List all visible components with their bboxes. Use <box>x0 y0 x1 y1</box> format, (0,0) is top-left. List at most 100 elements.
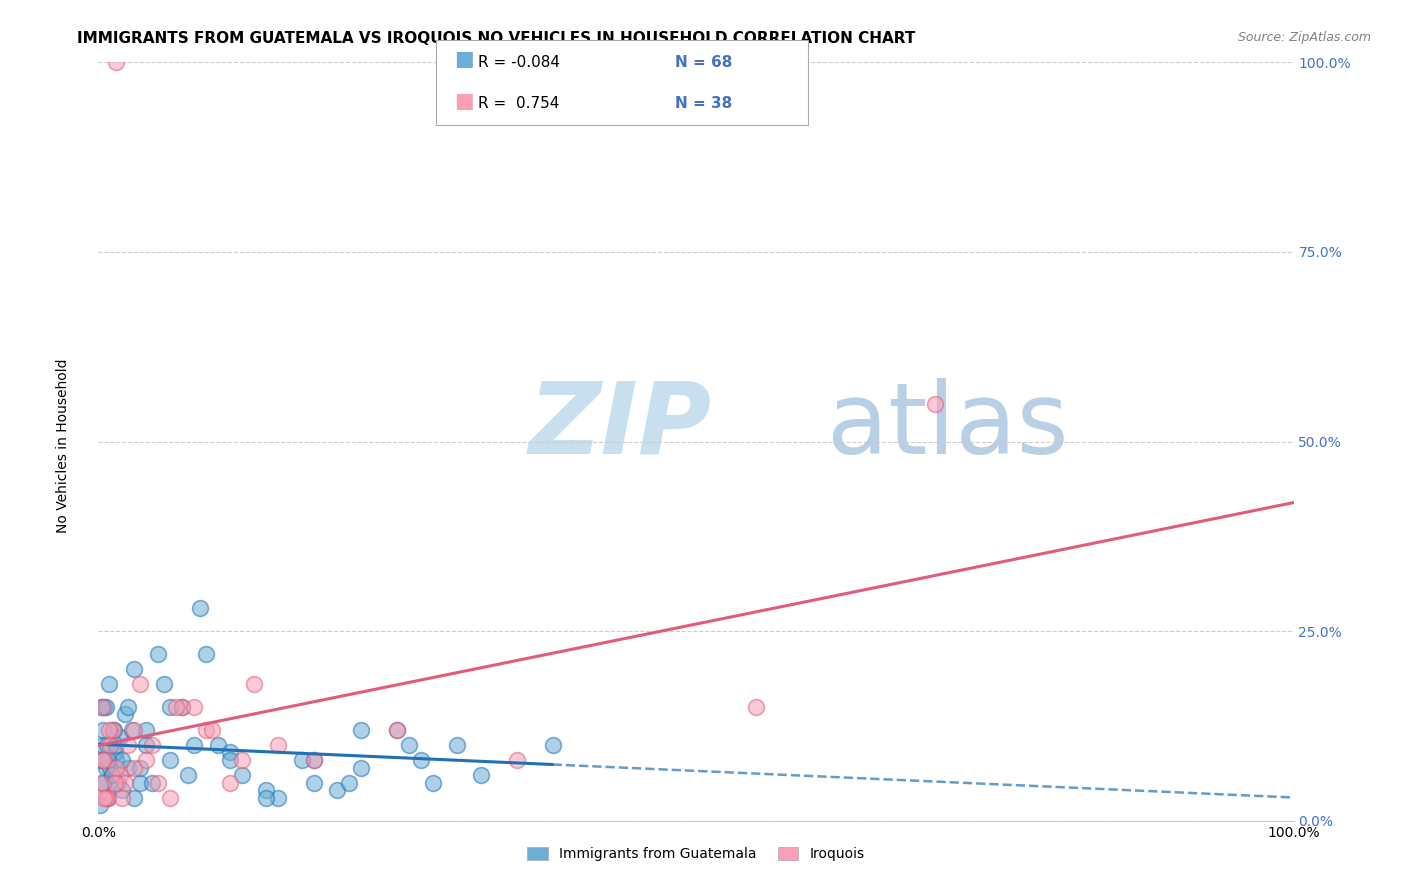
Point <box>117 699 139 714</box>
Point <box>339 776 361 790</box>
Point <box>93 791 115 805</box>
Point <box>104 746 127 760</box>
Point <box>97 791 120 805</box>
Point <box>159 753 181 767</box>
Point <box>135 723 157 737</box>
Point <box>124 760 146 774</box>
Point <box>93 699 115 714</box>
Point <box>243 677 266 691</box>
Point <box>541 738 564 752</box>
Point <box>100 768 122 782</box>
Point <box>91 699 114 714</box>
Text: No Vehicles in Household: No Vehicles in Household <box>56 359 70 533</box>
Point <box>446 738 468 752</box>
Point <box>148 776 170 790</box>
Point <box>267 791 290 805</box>
Point <box>291 753 314 767</box>
Point <box>470 768 492 782</box>
Point <box>350 760 373 774</box>
Point <box>385 723 409 737</box>
Point <box>172 699 194 714</box>
Text: N = 38: N = 38 <box>675 96 733 112</box>
Point <box>745 699 768 714</box>
Point <box>231 768 253 782</box>
Point <box>124 791 146 805</box>
Point <box>91 776 114 790</box>
Point <box>97 753 120 767</box>
Legend: Immigrants from Guatemala, Iroquois: Immigrants from Guatemala, Iroquois <box>522 842 870 867</box>
Point <box>91 738 114 752</box>
Point <box>93 753 115 767</box>
Point <box>90 699 112 714</box>
Point <box>231 753 253 767</box>
Point <box>90 753 112 767</box>
Point <box>177 768 200 782</box>
Point <box>254 783 277 797</box>
Point <box>159 791 181 805</box>
Point <box>129 760 152 774</box>
Point <box>93 776 115 790</box>
Point <box>117 760 139 774</box>
Point <box>135 753 157 767</box>
Point <box>89 798 111 813</box>
Point <box>94 791 117 805</box>
Point <box>94 699 117 714</box>
Point <box>172 699 194 714</box>
Point <box>94 760 117 774</box>
Point <box>411 753 433 767</box>
Point <box>385 723 409 737</box>
Point <box>153 677 176 691</box>
Point <box>267 738 290 752</box>
Point <box>201 723 224 737</box>
Point <box>97 791 120 805</box>
Text: N = 68: N = 68 <box>675 54 733 70</box>
Point <box>101 723 124 737</box>
Point <box>183 699 205 714</box>
Text: Source: ZipAtlas.com: Source: ZipAtlas.com <box>1237 31 1371 45</box>
Point <box>219 753 242 767</box>
Point <box>114 707 136 722</box>
Point <box>141 776 163 790</box>
Point <box>98 760 122 774</box>
Point <box>148 647 170 661</box>
Point <box>114 776 136 790</box>
Point <box>98 677 121 691</box>
Point <box>104 776 127 790</box>
Point <box>105 738 128 752</box>
Point <box>91 723 114 737</box>
Point <box>506 753 529 767</box>
Point <box>350 723 373 737</box>
Point <box>129 677 152 691</box>
Point <box>90 776 112 790</box>
Point <box>422 776 444 790</box>
Text: ■: ■ <box>454 92 474 112</box>
Point <box>219 776 242 790</box>
Point <box>302 753 325 767</box>
Point <box>141 738 163 752</box>
Point <box>195 723 218 737</box>
Point <box>100 768 122 782</box>
Point <box>195 647 218 661</box>
Point <box>107 776 129 790</box>
Point <box>159 699 181 714</box>
Point <box>207 738 229 752</box>
Point <box>91 753 114 767</box>
Point <box>183 738 205 752</box>
Point <box>165 699 187 714</box>
Point <box>111 791 134 805</box>
Point <box>117 738 139 752</box>
Point <box>96 738 118 752</box>
Point <box>121 723 143 737</box>
Point <box>302 753 325 767</box>
Point <box>111 753 134 767</box>
Point <box>326 783 349 797</box>
Point <box>105 760 128 774</box>
Text: ZIP: ZIP <box>529 378 711 475</box>
Point <box>108 768 131 782</box>
Text: atlas: atlas <box>827 378 1069 475</box>
Point <box>135 738 157 752</box>
Text: IMMIGRANTS FROM GUATEMALA VS IROQUOIS NO VEHICLES IN HOUSEHOLD CORRELATION CHART: IMMIGRANTS FROM GUATEMALA VS IROQUOIS NO… <box>77 31 915 46</box>
Point <box>105 753 128 767</box>
Point <box>398 738 420 752</box>
Point <box>219 746 242 760</box>
